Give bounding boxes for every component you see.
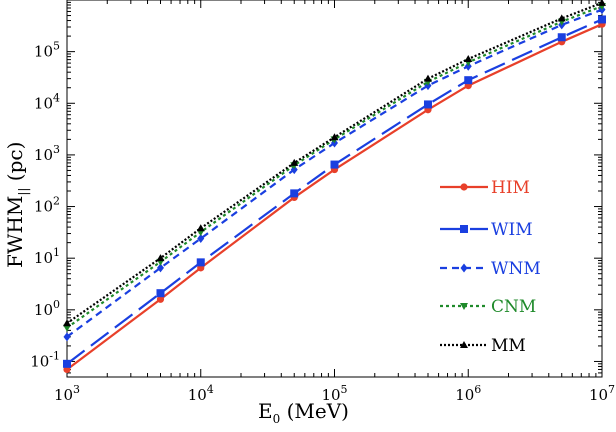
legend: HIM WIM WNM CNM MM <box>440 178 541 356</box>
y-tick-label: 103 <box>34 143 60 164</box>
y-tick-label: 100 <box>34 298 60 319</box>
y-axis-unit: (pc) <box>3 142 27 188</box>
y-tick-label: 101 <box>34 246 60 267</box>
data-point-mm <box>290 158 299 166</box>
y-tick-label: 102 <box>34 195 60 216</box>
series-line-wnm <box>66 8 603 338</box>
data-point-him <box>156 295 165 303</box>
legend-label: HIM <box>491 178 530 198</box>
x-tick-label: 104 <box>188 383 214 404</box>
data-point-wim <box>557 33 566 42</box>
x-tick-label: 103 <box>54 383 80 404</box>
data-point-wnm <box>63 332 71 342</box>
legend-item-wnm: WNM <box>440 259 541 279</box>
data-point-mm <box>196 224 205 232</box>
legend-item-cnm: CNM <box>440 297 536 317</box>
y-tick-label: 105 <box>34 40 60 61</box>
series-mm <box>63 0 606 327</box>
data-point-mm <box>63 319 71 327</box>
legend-marker <box>460 183 468 191</box>
y-axis-label-subscript: || <box>16 188 30 196</box>
legend-marker <box>460 263 468 273</box>
series-wim <box>63 15 606 368</box>
data-point-wim <box>423 100 432 109</box>
y-tick-label: 104 <box>34 91 60 112</box>
series-group <box>63 0 606 374</box>
legend-label: MM <box>491 336 526 356</box>
legend-marker <box>460 341 468 348</box>
x-axis-unit: (MeV) <box>280 399 349 423</box>
data-point-wim <box>290 189 299 198</box>
data-point-mm <box>156 254 165 262</box>
x-axis-title: E0 (MeV) <box>258 399 349 426</box>
data-point-mm <box>330 133 339 141</box>
data-point-mm <box>598 0 606 6</box>
x-tick-label: 107 <box>589 383 615 404</box>
y-tick-label: 10-1 <box>30 349 60 370</box>
legend-label: WIM <box>491 220 533 240</box>
legend-marker <box>460 303 468 310</box>
data-point-mm <box>557 14 566 22</box>
y-axis-title: FWHM|| (pc) <box>3 142 30 268</box>
legend-item-mm: MM <box>440 336 526 356</box>
data-point-wim <box>330 160 339 169</box>
data-point-mm <box>423 74 432 82</box>
data-point-wnm <box>156 263 164 273</box>
axis-ticks: 103 104 105 106 107 10-1 100 101 102 103 104 105 <box>30 0 615 404</box>
data-point-cnm <box>63 324 71 332</box>
y-axis-label: FWHM <box>3 196 27 268</box>
data-point-wim <box>196 258 205 267</box>
x-axis-label-subscript: 0 <box>273 412 281 426</box>
legend-marker <box>460 225 468 233</box>
data-point-wnm <box>197 234 205 244</box>
x-axis-label: E <box>258 399 273 423</box>
data-point-mm <box>464 55 473 63</box>
x-tick-label: 105 <box>321 383 347 404</box>
data-point-wim <box>464 76 473 85</box>
x-tick-label: 106 <box>455 383 481 404</box>
legend-label: CNM <box>491 297 536 317</box>
legend-item-wim: WIM <box>440 220 533 240</box>
legend-item-him: HIM <box>440 178 530 198</box>
data-point-wim <box>156 289 165 298</box>
data-point-wim <box>598 15 606 24</box>
data-point-wim <box>63 359 71 368</box>
legend-label: WNM <box>491 259 541 279</box>
